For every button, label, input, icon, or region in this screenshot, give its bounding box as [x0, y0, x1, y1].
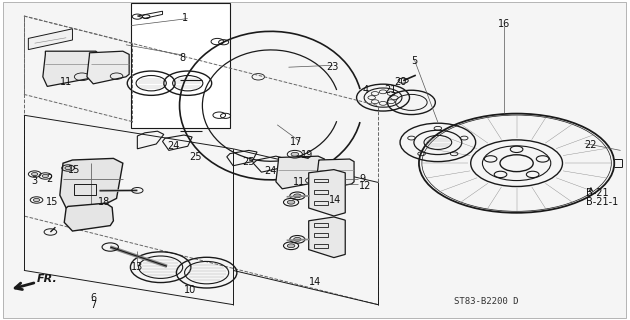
- Text: 10: 10: [184, 284, 197, 295]
- Text: 9: 9: [359, 174, 365, 184]
- Text: B-21-1: B-21-1: [586, 197, 618, 207]
- Text: 4: 4: [362, 84, 369, 95]
- Bar: [314, 223, 328, 227]
- Text: ST83-B2200 D: ST83-B2200 D: [454, 297, 518, 306]
- Text: 23: 23: [326, 62, 339, 72]
- Text: 17: 17: [290, 137, 302, 148]
- Polygon shape: [87, 51, 129, 84]
- Text: 14: 14: [329, 195, 341, 205]
- Text: 2: 2: [46, 174, 52, 184]
- Text: 24: 24: [167, 140, 180, 151]
- Text: 20: 20: [394, 76, 406, 87]
- Text: 25: 25: [243, 156, 255, 167]
- Bar: [314, 244, 328, 248]
- Text: 13: 13: [131, 262, 144, 272]
- Text: 15: 15: [68, 164, 81, 175]
- Text: 18: 18: [98, 196, 110, 207]
- Polygon shape: [309, 170, 345, 216]
- Circle shape: [291, 152, 299, 156]
- Circle shape: [294, 237, 301, 241]
- Text: 12: 12: [359, 180, 372, 191]
- Bar: [314, 201, 328, 205]
- Polygon shape: [60, 158, 123, 208]
- Bar: [314, 233, 328, 237]
- Polygon shape: [309, 217, 345, 258]
- Text: FR.: FR.: [37, 274, 57, 284]
- Circle shape: [32, 172, 38, 176]
- Circle shape: [287, 200, 295, 204]
- Circle shape: [287, 244, 295, 248]
- Circle shape: [42, 174, 49, 178]
- Polygon shape: [64, 203, 113, 231]
- Circle shape: [65, 166, 71, 170]
- Text: 16: 16: [498, 19, 510, 29]
- Text: 24: 24: [265, 166, 277, 176]
- Polygon shape: [276, 156, 324, 189]
- Text: 1: 1: [181, 12, 188, 23]
- Text: 8: 8: [180, 52, 186, 63]
- Text: 19: 19: [301, 150, 314, 160]
- Bar: [131, 3, 230, 128]
- Text: 25: 25: [189, 152, 202, 162]
- Text: B-21: B-21: [586, 188, 609, 198]
- Bar: [314, 179, 328, 182]
- Text: 11: 11: [293, 177, 305, 188]
- Polygon shape: [43, 51, 100, 86]
- Bar: [314, 190, 328, 194]
- Text: 14: 14: [309, 277, 321, 287]
- Text: 22: 22: [585, 140, 597, 150]
- Text: 7: 7: [90, 300, 96, 310]
- Text: 11: 11: [60, 76, 72, 87]
- Polygon shape: [316, 159, 354, 189]
- Circle shape: [294, 194, 301, 198]
- Text: 21: 21: [384, 84, 397, 95]
- Polygon shape: [28, 29, 72, 50]
- Text: 5: 5: [411, 56, 418, 67]
- Text: 6: 6: [90, 293, 96, 303]
- Bar: [74, 184, 96, 195]
- Text: 15: 15: [45, 197, 58, 207]
- Circle shape: [33, 198, 40, 202]
- Text: 3: 3: [32, 176, 38, 186]
